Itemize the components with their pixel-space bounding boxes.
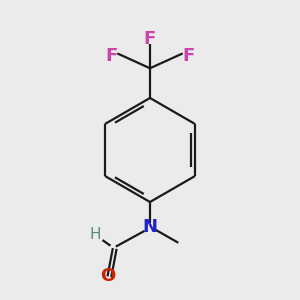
Text: O: O [100, 267, 115, 285]
Text: H: H [89, 227, 101, 242]
Text: N: N [142, 218, 158, 236]
Text: F: F [144, 29, 156, 47]
Text: F: F [182, 47, 195, 65]
Text: F: F [105, 47, 118, 65]
